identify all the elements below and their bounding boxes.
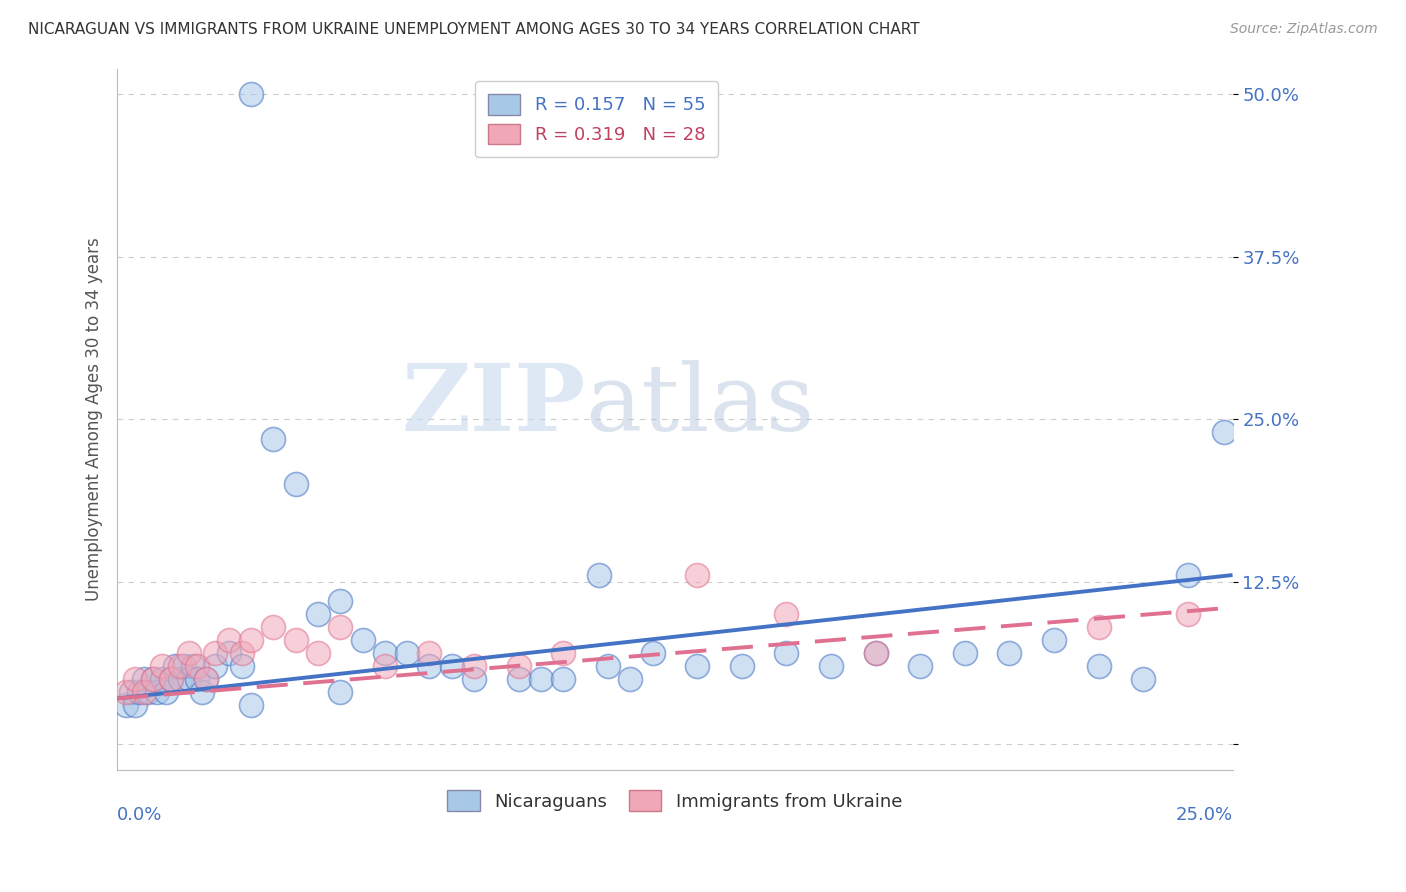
Point [396, 646, 419, 660]
Point [231, 659, 253, 673]
Point [186, 672, 208, 686]
Point [218, 646, 240, 660]
Text: ZIP: ZIP [401, 360, 586, 450]
Text: Source: ZipAtlas.com: Source: ZipAtlas.com [1230, 22, 1378, 37]
Point [155, 685, 177, 699]
Point [191, 685, 214, 699]
Point [1087, 659, 1109, 673]
Point [128, 685, 150, 699]
Point [284, 477, 307, 491]
Point [596, 659, 619, 673]
Y-axis label: Unemployment Among Ages 30 to 34 years: Unemployment Among Ages 30 to 34 years [86, 237, 103, 601]
Point [138, 685, 160, 699]
Point [218, 632, 240, 647]
Point [329, 594, 352, 608]
Point [169, 672, 191, 686]
Point [231, 646, 253, 660]
Point [953, 646, 976, 660]
Point [142, 672, 165, 686]
Point [204, 646, 226, 660]
Point [169, 659, 191, 673]
Point [142, 672, 165, 686]
Point [352, 632, 374, 647]
Text: 0.0%: 0.0% [117, 806, 163, 824]
Point [262, 620, 284, 634]
Point [186, 659, 208, 673]
Point [181, 659, 204, 673]
Point [329, 620, 352, 634]
Point [1177, 607, 1199, 621]
Point [508, 659, 530, 673]
Point [195, 672, 218, 686]
Point [463, 659, 485, 673]
Text: NICARAGUAN VS IMMIGRANTS FROM UKRAINE UNEMPLOYMENT AMONG AGES 30 TO 34 YEARS COR: NICARAGUAN VS IMMIGRANTS FROM UKRAINE UN… [28, 22, 920, 37]
Point [115, 685, 138, 699]
Point [553, 672, 575, 686]
Text: atlas: atlas [586, 360, 815, 450]
Point [865, 646, 887, 660]
Point [159, 672, 181, 686]
Point [115, 698, 138, 712]
Text: 25.0%: 25.0% [1175, 806, 1233, 824]
Point [124, 698, 146, 712]
Point [195, 672, 218, 686]
Point [686, 568, 709, 582]
Point [165, 659, 187, 673]
Point [146, 685, 169, 699]
Point [177, 672, 200, 686]
Point [150, 672, 173, 686]
Point [374, 659, 396, 673]
Point [1132, 672, 1154, 686]
Point [731, 659, 754, 673]
Point [132, 685, 155, 699]
Point [284, 632, 307, 647]
Point [1043, 632, 1066, 647]
Point [240, 632, 263, 647]
Point [641, 646, 664, 660]
Point [159, 672, 181, 686]
Point [173, 659, 195, 673]
Point [775, 646, 797, 660]
Point [132, 672, 155, 686]
Point [553, 646, 575, 660]
Point [530, 672, 553, 686]
Point [820, 659, 842, 673]
Point [240, 698, 263, 712]
Point [865, 646, 887, 660]
Point [240, 87, 263, 102]
Point [686, 659, 709, 673]
Point [1087, 620, 1109, 634]
Point [329, 685, 352, 699]
Point [150, 659, 173, 673]
Point [1177, 568, 1199, 582]
Point [374, 646, 396, 660]
Point [1212, 425, 1234, 440]
Point [463, 672, 485, 686]
Point [120, 685, 142, 699]
Point [619, 672, 641, 686]
Point [775, 607, 797, 621]
Point [440, 659, 463, 673]
Point [418, 659, 440, 673]
Point [204, 659, 226, 673]
Point [307, 607, 329, 621]
Point [508, 672, 530, 686]
Point [588, 568, 610, 582]
Legend: Nicaraguans, Immigrants from Ukraine: Nicaraguans, Immigrants from Ukraine [434, 778, 915, 824]
Point [262, 432, 284, 446]
Point [998, 646, 1021, 660]
Point [177, 646, 200, 660]
Point [418, 646, 440, 660]
Point [908, 659, 931, 673]
Point [124, 672, 146, 686]
Point [307, 646, 329, 660]
